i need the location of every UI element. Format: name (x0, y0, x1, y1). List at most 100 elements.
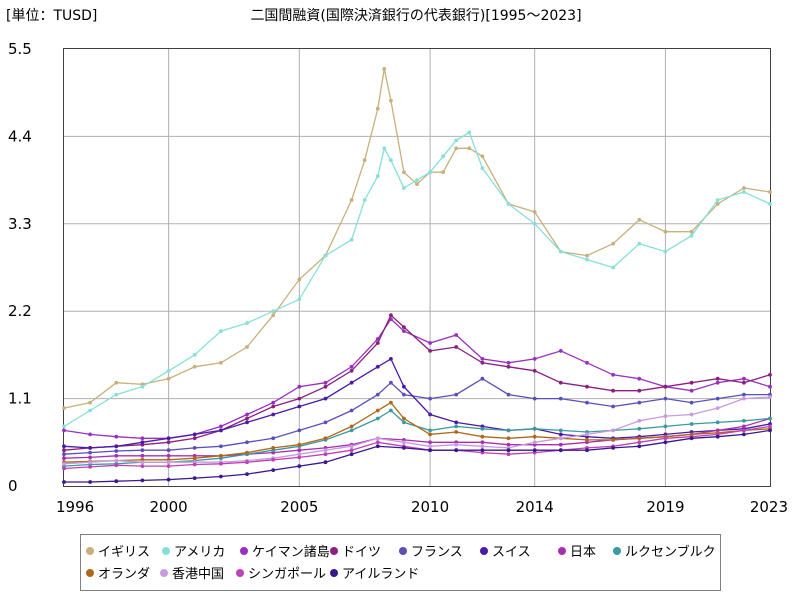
data-point (375, 174, 380, 179)
data-point (375, 436, 380, 441)
data-point (480, 154, 485, 159)
data-point (323, 253, 328, 258)
data-point (428, 432, 432, 437)
data-point (428, 170, 432, 175)
data-point (323, 452, 328, 457)
data-point (532, 368, 537, 373)
data-point (742, 432, 746, 437)
data-point (637, 400, 642, 405)
data-point (349, 444, 354, 449)
data-point (245, 450, 249, 455)
data-point (689, 388, 694, 393)
data-point (742, 428, 746, 433)
data-point (271, 313, 276, 318)
data-point (506, 364, 511, 369)
data-point (532, 434, 537, 439)
data-point (140, 453, 145, 458)
series-0 (62, 67, 772, 410)
data-point (349, 408, 354, 413)
data-point (585, 384, 589, 389)
legend-marker (330, 569, 338, 577)
data-point (768, 372, 772, 377)
data-point (382, 146, 387, 151)
series-7 (62, 408, 772, 468)
data-point (219, 424, 223, 429)
data-point (114, 453, 119, 458)
data-point (506, 448, 511, 453)
data-point (114, 434, 119, 439)
data-point (585, 253, 589, 258)
data-point (611, 446, 615, 450)
data-point (637, 426, 642, 431)
data-point (532, 440, 537, 445)
data-point (637, 217, 642, 222)
data-point (402, 446, 406, 450)
series-line (63, 396, 771, 465)
data-point (362, 158, 367, 163)
legend-marker (160, 569, 168, 577)
data-point (637, 444, 642, 449)
data-point (297, 448, 302, 453)
data-point (480, 166, 485, 171)
data-point (219, 461, 223, 466)
data-point (402, 170, 406, 175)
data-point (349, 237, 354, 242)
legend-label: アイルランド (342, 567, 419, 582)
data-point (506, 392, 511, 397)
data-point (558, 428, 563, 433)
data-point (245, 472, 249, 476)
legend-marker (330, 547, 338, 555)
x-tick-label: 2010 (411, 498, 449, 516)
data-point (245, 412, 249, 417)
data-point (663, 440, 668, 445)
data-point (663, 249, 668, 254)
data-point (663, 384, 668, 389)
data-point (140, 448, 145, 453)
data-point (663, 396, 668, 401)
data-point (375, 408, 380, 413)
data-point (140, 478, 145, 483)
data-point (62, 448, 66, 453)
data-point (349, 448, 354, 453)
data-point (62, 456, 66, 461)
data-point (166, 477, 171, 482)
data-point (166, 448, 171, 453)
legend-label: 香港中国 (172, 567, 224, 582)
data-point (428, 396, 432, 401)
data-point (428, 341, 432, 345)
data-point (297, 384, 302, 389)
data-point (375, 416, 380, 421)
legend-item: ルクセンブルク (613, 544, 716, 560)
data-point (611, 438, 615, 442)
y-tick-label: 1.1 (8, 390, 32, 408)
data-point (742, 396, 746, 401)
data-point (88, 455, 92, 460)
data-point (375, 364, 380, 369)
data-point (715, 396, 720, 401)
data-point (428, 448, 432, 453)
data-point (375, 106, 380, 111)
data-point (166, 453, 171, 458)
data-point (192, 446, 197, 450)
data-point (166, 368, 171, 373)
data-point (402, 384, 406, 389)
data-point (454, 430, 459, 434)
data-point (88, 446, 92, 450)
data-point (585, 448, 589, 453)
data-point (689, 436, 694, 441)
data-point (415, 178, 419, 183)
data-point (140, 384, 145, 389)
data-point (506, 442, 511, 447)
legend-label: ルクセンブルク (625, 544, 716, 560)
data-point (297, 464, 302, 468)
data-point (454, 146, 459, 151)
data-point (88, 432, 92, 437)
data-point (349, 380, 354, 385)
data-point (114, 444, 119, 449)
data-point (192, 432, 197, 437)
data-point (245, 321, 249, 325)
data-point (62, 480, 66, 484)
data-point (689, 380, 694, 385)
data-point (362, 198, 367, 202)
data-point (88, 480, 92, 484)
